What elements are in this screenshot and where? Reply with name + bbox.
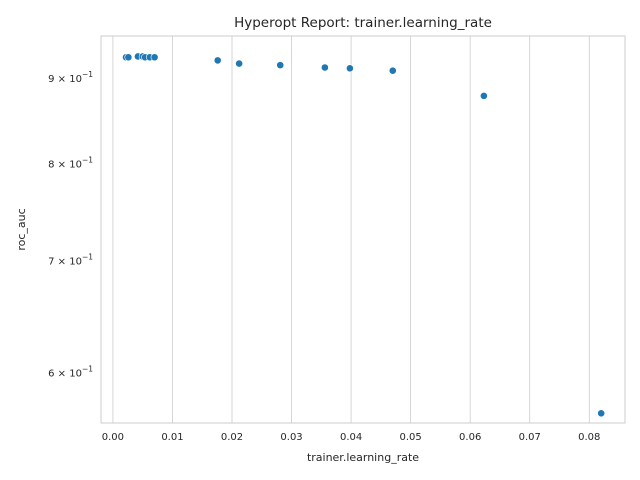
grid-lines — [112, 36, 590, 423]
x-tick-label: 0.02 — [221, 432, 243, 443]
y-tick-base: 10 — [69, 256, 82, 267]
y-tick-base: 10 — [69, 159, 82, 170]
data-point — [124, 53, 133, 62]
y-tick-exponent: −1 — [82, 155, 93, 164]
y-tick-mantissa: 8 — [48, 159, 54, 170]
x-tick-labels: 0.00 0.01 0.02 0.03 0.04 0.05 0.06 0.07 0.08 — [102, 432, 601, 443]
y-tick-base: 10 — [69, 74, 82, 85]
y-tick-label: 6 × 10−1 — [48, 364, 93, 379]
y-tick-exponent: −1 — [82, 70, 93, 79]
x-tick-label: 0.05 — [400, 432, 422, 443]
y-tick-times: × — [54, 159, 69, 170]
x-tick-label: 0.06 — [459, 432, 481, 443]
x-tick-label: 0.01 — [161, 432, 183, 443]
x-tick-label: 0.04 — [340, 432, 362, 443]
data-point — [345, 64, 354, 73]
y-tick-base: 10 — [69, 368, 82, 379]
data-point — [388, 66, 397, 75]
x-axis-label: trainer.learning_rate — [307, 451, 419, 464]
plot-area — [101, 36, 625, 423]
y-tick-exponent: −1 — [82, 364, 93, 373]
y-tick-mantissa: 6 — [48, 368, 54, 379]
axes-frame — [100, 35, 626, 424]
x-tick-label: 0.03 — [280, 432, 302, 443]
plot-frame — [100, 35, 626, 424]
y-tick-times: × — [54, 256, 69, 267]
y-tick-times: × — [54, 74, 69, 85]
y-tick-label: 9 × 10−1 — [48, 70, 93, 85]
y-tick-label: 7 × 10−1 — [48, 252, 93, 267]
y-tick-exponent: −1 — [82, 252, 93, 261]
data-point — [320, 63, 329, 72]
data-points — [122, 52, 606, 418]
data-point — [235, 59, 244, 68]
y-tick-mantissa: 7 — [48, 256, 54, 267]
x-tick-label: 0.07 — [519, 432, 541, 443]
x-tick-label: 0.08 — [578, 432, 600, 443]
x-tick-label: 0.00 — [102, 432, 124, 443]
data-point — [213, 56, 222, 65]
data-point — [597, 409, 606, 418]
y-tick-label: 8 × 10−1 — [48, 155, 93, 170]
data-point — [150, 53, 159, 62]
data-point — [479, 91, 488, 100]
data-point — [276, 61, 285, 70]
y-tick-times: × — [54, 368, 69, 379]
y-tick-labels: 6 × 10−17 × 10−18 × 10−19 × 10−1 — [48, 70, 93, 379]
y-tick-mantissa: 9 — [48, 74, 54, 85]
chart-title: Hyperopt Report: trainer.learning_rate — [234, 15, 492, 31]
y-axis-label: roc_auc — [15, 208, 28, 250]
